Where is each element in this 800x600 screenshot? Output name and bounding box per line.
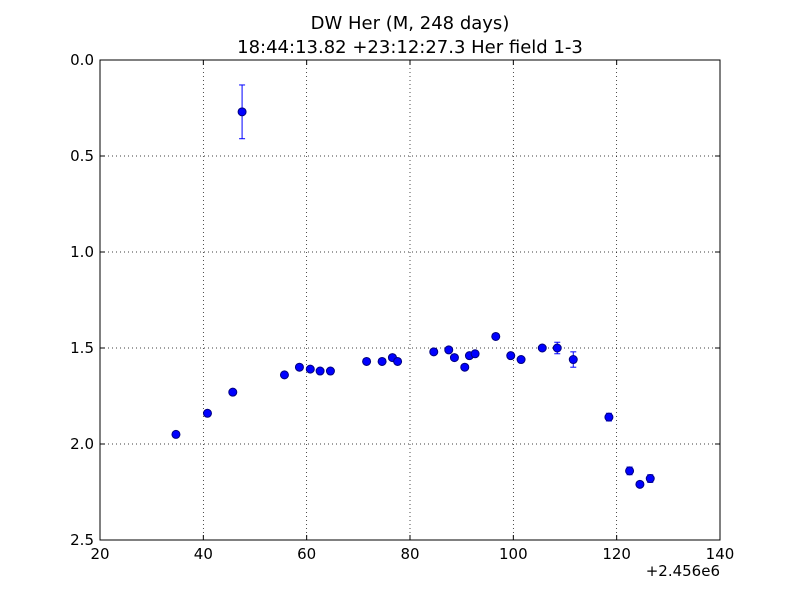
data-point: [377, 356, 387, 366]
data-point: [171, 429, 181, 439]
data-point: [237, 107, 247, 117]
data-point: [315, 366, 325, 376]
data-point: [491, 331, 501, 341]
data-point: [305, 364, 315, 374]
x-tick-label: 20: [90, 545, 109, 563]
data-point: [552, 343, 562, 353]
data-point: [645, 474, 655, 484]
data-points: [171, 107, 655, 489]
x-tick-label: 120: [602, 545, 631, 563]
grid: [100, 60, 720, 540]
plot-frame: [99, 59, 721, 541]
x-tick-label: 40: [194, 545, 213, 563]
y-tick-label: 1.0: [70, 243, 94, 261]
data-point: [506, 351, 516, 361]
data-point: [604, 412, 614, 422]
y-tick-label: 0.5: [70, 147, 94, 165]
data-point: [625, 466, 635, 476]
data-point: [470, 349, 480, 359]
x-tick-label: 80: [400, 545, 419, 563]
x-tick-label: 140: [706, 545, 735, 563]
data-point: [202, 408, 212, 418]
data-point: [325, 366, 335, 376]
data-point: [444, 345, 454, 355]
y-tick-label: 2.0: [70, 435, 94, 453]
data-point: [449, 353, 459, 363]
y-tick-label: 0.0: [70, 51, 94, 69]
data-point: [516, 355, 526, 365]
data-point: [362, 356, 372, 366]
data-point: [393, 356, 403, 366]
data-point: [568, 355, 578, 365]
data-point: [537, 343, 547, 353]
x-offset-label: +2.456e6: [646, 562, 720, 580]
x-tick-labels: 20 40 60 80 100 120 140: [90, 545, 734, 563]
y-tick-labels: 0.0 0.5 1.0 1.5 2.0 2.5: [70, 51, 94, 549]
data-point: [635, 479, 645, 489]
data-point: [294, 362, 304, 372]
data-point: [429, 347, 439, 357]
y-tick-label: 1.5: [70, 339, 94, 357]
error-bars: [172, 84, 654, 487]
x-tick-label: 60: [297, 545, 316, 563]
chart-subtitle: 18:44:13.82 +23:12:27.3 Her field 1-3: [237, 37, 583, 58]
data-point: [460, 362, 470, 372]
y-tick-label: 2.5: [70, 531, 94, 549]
data-point: [279, 370, 289, 380]
x-tick-label: 100: [499, 545, 528, 563]
chart-title: DW Her (M, 248 days): [311, 13, 510, 34]
data-point: [228, 387, 238, 397]
